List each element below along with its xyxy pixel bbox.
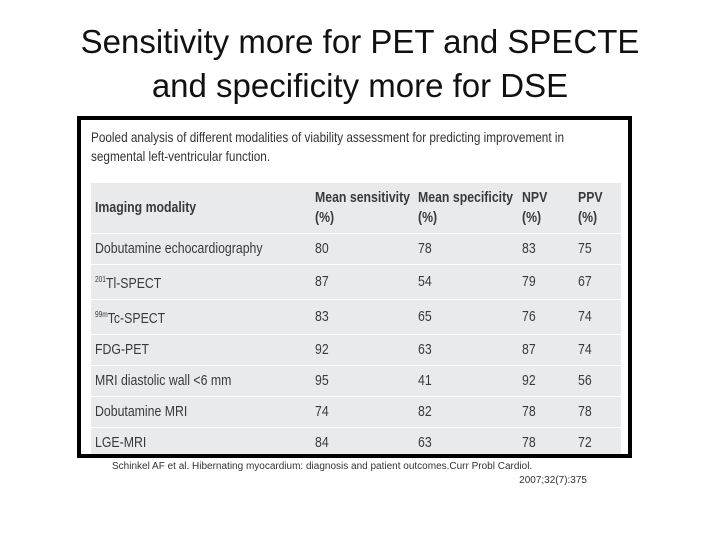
cell-modality: 99mTc-SPECT [91, 299, 311, 335]
cell-modality: Dobutamine MRI [91, 396, 311, 428]
cell-npv: 78 [522, 434, 536, 451]
cell-modality: FDG-PET [91, 334, 311, 366]
cell-npv: 92 [518, 365, 574, 397]
table-row: Dobutamine echocardiography 80 78 83 75 [91, 233, 621, 265]
cell-sensitivity: 74 [311, 396, 414, 428]
cell-modality: LGE-MRI [95, 434, 147, 451]
cell-sensitivity: 95 [311, 365, 414, 397]
table-row: LGE-MRI 84 63 78 72 [91, 428, 621, 455]
table-row: FDG-PET 92 63 87 74 [91, 334, 621, 366]
citation: Schinkel AF et al. Hibernating myocardiu… [112, 460, 632, 488]
cell-specificity: 54 [414, 264, 518, 300]
cell-ppv: 67 [574, 264, 621, 300]
cell-ppv: 72 [578, 434, 592, 451]
cell-specificity: 65 [414, 299, 518, 335]
cell-specificity: 63 [414, 334, 518, 366]
table-figure: Pooled analysis of different modalities … [77, 116, 632, 458]
cell-ppv: 75 [574, 233, 621, 265]
header-ppv: PPV (%) [574, 183, 621, 234]
isotope-superscript: 201 [95, 275, 106, 284]
cell-specificity: 82 [414, 396, 518, 428]
cell-npv: 83 [518, 233, 574, 265]
cell-sensitivity: 92 [311, 334, 414, 366]
cell-ppv: 78 [574, 396, 621, 428]
cell-modality: MRI diastolic wall <6 mm [91, 365, 311, 397]
cell-sensitivity: 83 [311, 299, 414, 335]
cell-modality: 201Tl-SPECT [91, 264, 311, 300]
table-row: 201Tl-SPECT 87 54 79 67 [91, 264, 621, 300]
table-row: MRI diastolic wall <6 mm 95 41 92 56 [91, 365, 621, 397]
title-line-1: Sensitivity more for PET and SPECTE [80, 23, 640, 60]
header-npv: NPV (%) [518, 183, 574, 234]
cell-specificity: 78 [414, 233, 518, 265]
table-row: 99mTc-SPECT 83 65 76 74 [91, 299, 621, 335]
cell-ppv: 74 [574, 299, 621, 335]
header-mean-sensitivity: Mean sensitivity (%) [311, 183, 414, 234]
title-line-2: and specificity more for DSE [151, 67, 569, 104]
table-figure-inner: Pooled analysis of different modalities … [81, 120, 628, 454]
slide-title: Sensitivity more for PET and SPECTE and … [30, 20, 690, 108]
cell-npv: 79 [518, 264, 574, 300]
cell-sensitivity: 87 [311, 264, 414, 300]
table-container: Imaging modality Mean sensitivity (%) Mea… [91, 183, 621, 454]
table-header-row: Imaging modality Mean sensitivity (%) Mea… [91, 183, 621, 234]
cell-npv: 78 [518, 396, 574, 428]
isotope-superscript: 99m [95, 310, 108, 319]
header-imaging-modality: Imaging modality [91, 183, 311, 234]
cell-npv: 87 [518, 334, 574, 366]
cell-sensitivity: 84 [315, 434, 329, 451]
cell-modality: Dobutamine echocardiography [91, 233, 311, 265]
viability-table: Imaging modality Mean sensitivity (%) Mea… [91, 183, 621, 454]
table-row: Dobutamine MRI 74 82 78 78 [91, 396, 621, 428]
citation-line-2: 2007;32(7):375 [519, 475, 587, 486]
cell-ppv: 56 [574, 365, 621, 397]
cell-specificity: 63 [418, 434, 432, 451]
citation-line-1: Schinkel AF et al. Hibernating myocardiu… [112, 461, 533, 472]
table-caption: Pooled analysis of different modalities … [91, 129, 565, 164]
header-mean-specificity: Mean specificity (%) [414, 183, 518, 234]
cell-npv: 76 [518, 299, 574, 335]
cell-ppv: 74 [574, 334, 621, 366]
cell-specificity: 41 [414, 365, 518, 397]
cell-sensitivity: 80 [311, 233, 414, 265]
